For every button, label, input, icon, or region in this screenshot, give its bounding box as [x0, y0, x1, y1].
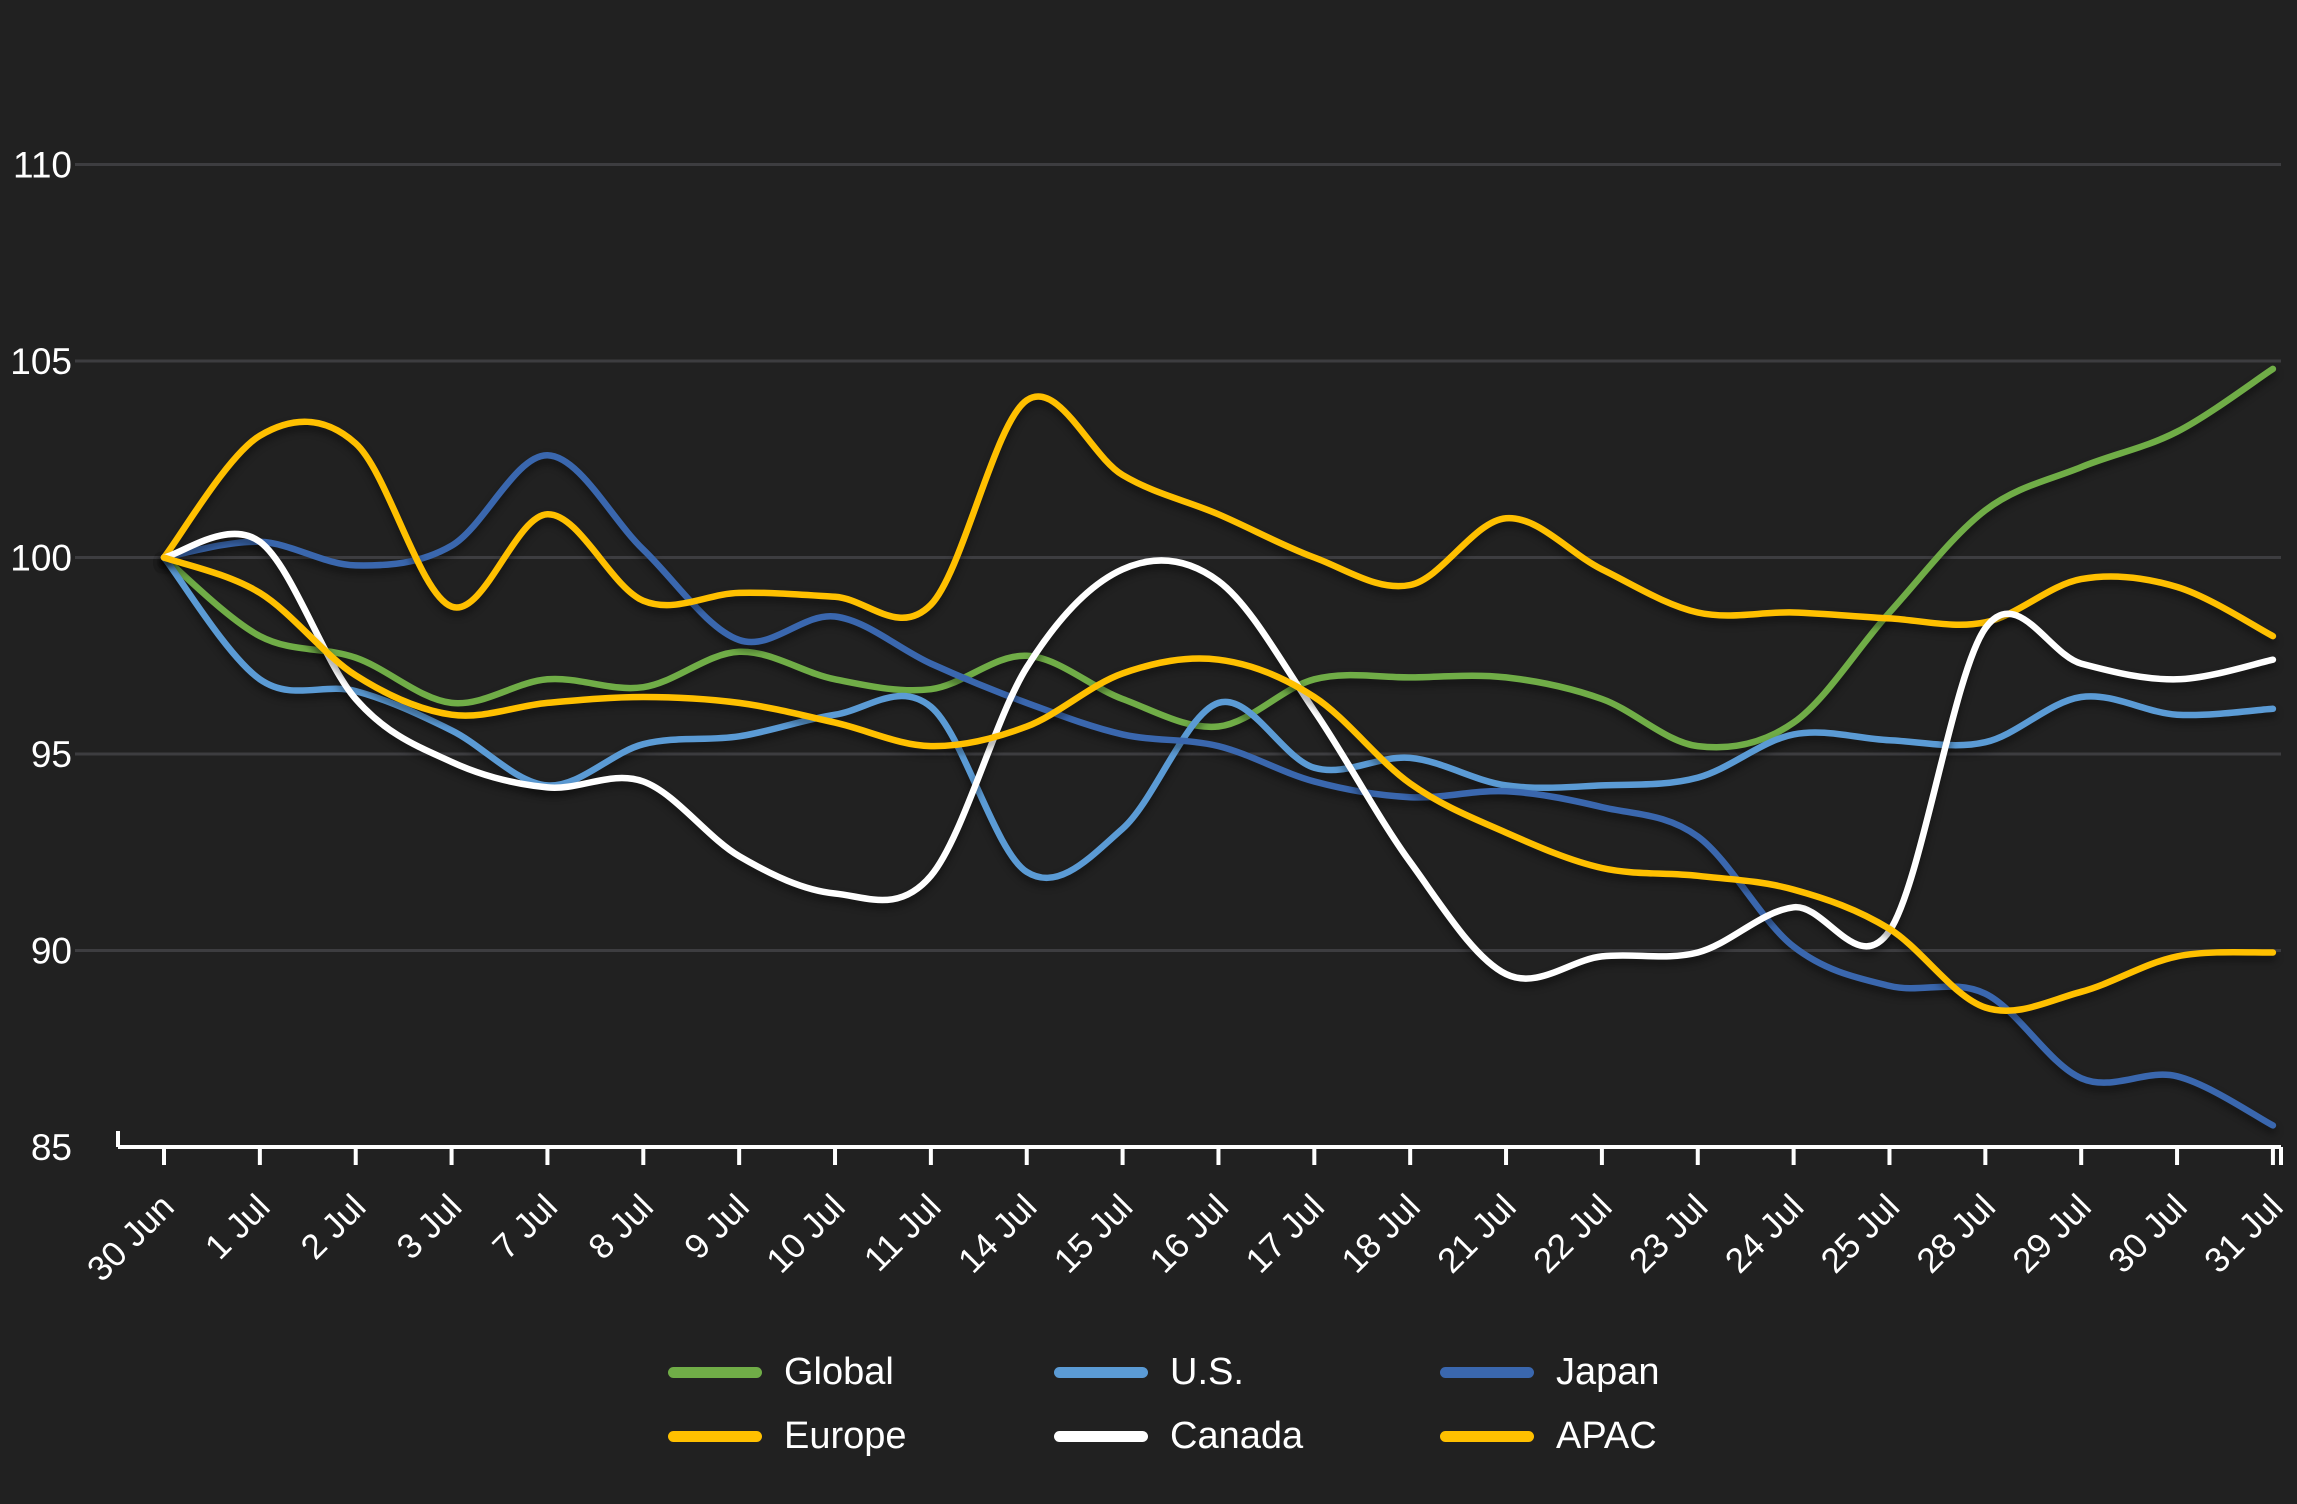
- x-axis-label-13: 18 Jul: [1334, 1187, 1428, 1281]
- legend-swatch-global: [668, 1366, 762, 1378]
- x-axis-label-14: 21 Jul: [1430, 1187, 1524, 1281]
- legend-swatch-apac: [1440, 1430, 1534, 1442]
- series-line-japan[interactable]: [160, 452, 2277, 1129]
- series-line-us[interactable]: [160, 554, 2277, 881]
- y-axis-label-90: 90: [31, 931, 72, 972]
- x-axis-label-7: 10 Jul: [759, 1187, 853, 1281]
- x-axis-label-21: 30 Jul: [2101, 1187, 2195, 1281]
- x-axis-label-3: 3 Jul: [389, 1187, 469, 1267]
- x-axis-label-12: 17 Jul: [1238, 1187, 1332, 1281]
- legend-item-japan[interactable]: Japan: [1440, 1348, 1660, 1396]
- x-axis-label-16: 23 Jul: [1622, 1187, 1716, 1281]
- legend-swatch-japan: [1440, 1366, 1534, 1378]
- x-axis-label-18: 25 Jul: [1814, 1187, 1908, 1281]
- x-axis-label-5: 8 Jul: [581, 1187, 661, 1267]
- x-axis-label-10: 15 Jul: [1047, 1187, 1141, 1281]
- y-axis-label-105: 105: [10, 341, 72, 382]
- legend-item-europe[interactable]: Europe: [668, 1412, 907, 1460]
- x-axis-label-2: 2 Jul: [294, 1187, 374, 1267]
- x-axis-label-22: 31 Jul: [2197, 1187, 2291, 1281]
- x-axis-label-6: 9 Jul: [677, 1187, 757, 1267]
- legend-swatch-europe: [668, 1430, 762, 1442]
- legend-item-global[interactable]: Global: [668, 1348, 894, 1396]
- x-axis-label-9: 14 Jul: [951, 1187, 1045, 1281]
- x-axis-label-20: 29 Jul: [2005, 1187, 2099, 1281]
- x-axis-label-1: 1 Jul: [198, 1187, 278, 1267]
- legend-label-japan: Japan: [1556, 1351, 1660, 1393]
- series-line-europe[interactable]: [160, 393, 2277, 640]
- x-axis-label-8: 11 Jul: [857, 1187, 949, 1279]
- legend-label-canada: Canada: [1170, 1415, 1304, 1457]
- x-axis-label-0: 30 Jun: [80, 1187, 182, 1289]
- legend-swatch-canada: [1054, 1430, 1148, 1442]
- legend-label-global: Global: [784, 1351, 894, 1393]
- legend-item-apac[interactable]: APAC: [1440, 1412, 1657, 1460]
- y-axis-label-100: 100: [10, 538, 72, 579]
- x-axis-label-4: 7 Jul: [485, 1187, 565, 1267]
- y-axis-label-85: 85: [31, 1127, 72, 1168]
- legend-item-canada[interactable]: Canada: [1054, 1412, 1303, 1460]
- legend-label-europe: Europe: [784, 1415, 907, 1457]
- legend-label-us: U.S.: [1170, 1351, 1244, 1393]
- series-line-apac[interactable]: [160, 554, 2277, 1014]
- y-axis-label-95: 95: [31, 734, 72, 775]
- y-axis-label-110: 110: [13, 145, 72, 186]
- x-axis-label-19: 28 Jul: [1909, 1187, 2003, 1281]
- x-axis-label-17: 24 Jul: [1718, 1187, 1812, 1281]
- x-axis-label-15: 22 Jul: [1526, 1187, 1620, 1281]
- legend-item-us[interactable]: U.S.: [1054, 1348, 1244, 1396]
- series-line-global[interactable]: [160, 365, 2277, 751]
- legend-swatch-us: [1054, 1366, 1148, 1378]
- x-axis-label-11: 16 Jul: [1142, 1187, 1236, 1281]
- legend-label-apac: APAC: [1556, 1415, 1657, 1457]
- series-line-canada[interactable]: [160, 530, 2277, 982]
